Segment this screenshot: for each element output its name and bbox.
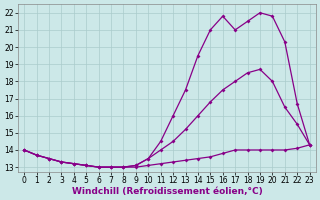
X-axis label: Windchill (Refroidissement éolien,°C): Windchill (Refroidissement éolien,°C) [72, 187, 262, 196]
